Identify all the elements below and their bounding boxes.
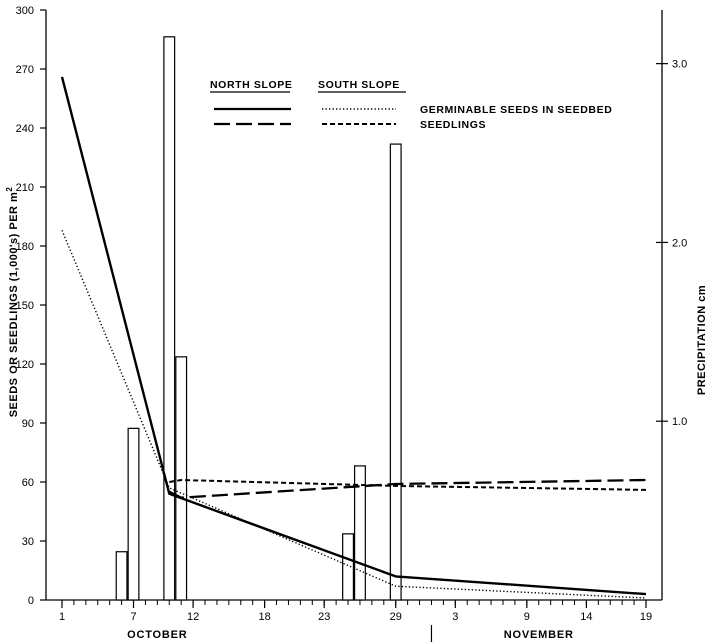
left-tick-label: 300 [16,5,34,17]
right-tick-label: 3.0 [672,59,687,71]
left-tick-label: 180 [16,241,34,253]
left-tick-label: 60 [22,477,34,489]
left-tick-label: 90 [22,418,34,430]
precipitation-bar [389,143,402,601]
bars-layer [115,36,402,601]
legend-south-header: SOUTH SLOPE [318,79,400,91]
precipitation-bar [175,356,188,601]
left-tick-label: 240 [16,123,34,135]
month-label: OCTOBER [127,629,187,641]
precipitation-bar [127,427,140,601]
lines-layer [60,76,647,599]
left-tick-label: 270 [16,64,34,76]
x-tick-label: 29 [390,611,402,623]
x-tick-label: 9 [524,611,530,623]
x-tick-label: 19 [640,611,652,623]
legend-seeds-label: GERMINABLE SEEDS IN SEEDBED [420,104,612,116]
precipitation-bar [342,533,355,601]
precipitation-bar [163,36,176,601]
right-tick-label: 1.0 [672,416,687,428]
series-line-north-seedlings [168,478,647,499]
left-tick-label: 120 [16,359,34,371]
month-label: NOVEMBER [504,629,574,641]
x-tick-label: 3 [452,611,458,623]
left-axis-title: SEEDS OR SEEDLINGS (1,000's) PER m2 [5,187,20,418]
left-tick-label: 30 [22,536,34,548]
x-tick-label: 1 [59,611,65,623]
right-axis-title: PRECIPITATION cm [696,285,708,395]
legend: NORTH SLOPE SOUTH SLOPE GERMINABLE SEEDS… [210,79,612,131]
x-tick-label: 12 [187,611,199,623]
series-line-north-seeds [60,76,647,596]
left-tick-label: 0 [28,595,34,607]
series-line-south-seeds [61,230,647,599]
x-tick-label: 23 [318,611,330,623]
precipitation-bar [115,551,128,601]
left-tick-label: 210 [16,182,34,194]
x-tick-label: 7 [130,611,136,623]
legend-seedlings-label: SEEDLINGS [420,119,486,131]
x-tick-label: 18 [258,611,270,623]
legend-north-header: NORTH SLOPE [210,79,292,91]
ticks-layer: 0 30 60 90 120 150 180 210 240 270 300 1.0 2.0 3.0 1 7 1… [16,5,687,642]
x-tick-label: 14 [580,611,592,623]
right-tick-label: 2.0 [672,237,687,249]
left-tick-label: 150 [16,300,34,312]
